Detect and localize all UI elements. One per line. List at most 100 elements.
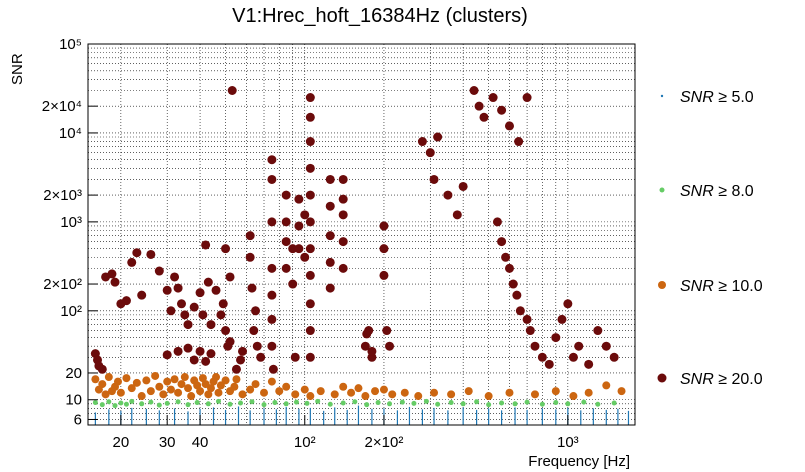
data-point — [214, 388, 223, 397]
data-point — [512, 401, 518, 407]
data-point — [347, 388, 356, 397]
y-tick-label: 10⁵ — [59, 36, 82, 53]
y-tick-label: 20 — [65, 365, 82, 382]
data-point — [92, 400, 98, 406]
data-point — [524, 399, 530, 405]
data-point — [175, 399, 181, 405]
data-point — [198, 374, 207, 383]
data-point — [99, 402, 105, 408]
data-point — [173, 346, 183, 356]
data-point — [306, 392, 315, 401]
data-point — [458, 181, 468, 191]
data-point — [203, 277, 213, 287]
x-tick-label: 20 — [113, 434, 130, 451]
data-point — [539, 401, 545, 407]
data-point — [611, 400, 617, 406]
data-point — [435, 401, 441, 407]
data-point — [360, 341, 370, 351]
data-point — [382, 326, 392, 336]
y-tick-label: 10 — [65, 392, 82, 409]
legend-marker — [659, 187, 665, 193]
data-point — [601, 341, 611, 351]
data-point — [300, 210, 310, 220]
data-point — [196, 387, 205, 396]
data-point — [522, 93, 532, 103]
data-point — [387, 401, 393, 407]
data-point — [201, 356, 211, 366]
data-point — [551, 387, 560, 396]
data-point — [375, 400, 381, 406]
legend-label-threshold: ≥ 20.0 — [714, 371, 763, 388]
legend-label: SNR ≥ 8.0 — [680, 183, 754, 200]
data-point — [204, 390, 213, 399]
data-point — [185, 402, 191, 408]
data-point — [163, 377, 172, 386]
y-tick-label: 2×10³ — [43, 187, 82, 204]
data-point — [411, 400, 417, 406]
data-point — [180, 310, 190, 320]
data-point — [91, 375, 100, 384]
data-point — [300, 252, 310, 262]
data-point — [294, 244, 304, 254]
data-point — [212, 373, 221, 382]
data-point — [184, 384, 193, 393]
data-point — [305, 244, 315, 254]
data-point — [595, 401, 601, 407]
data-point — [530, 390, 539, 399]
data-point — [194, 400, 200, 406]
data-point — [448, 400, 454, 406]
data-point — [584, 359, 594, 369]
legend-marker — [658, 281, 666, 289]
data-point — [364, 402, 370, 408]
data-point — [146, 249, 156, 259]
data-point — [238, 400, 244, 406]
data-point — [294, 221, 304, 231]
data-point — [218, 299, 228, 309]
data-point — [338, 263, 348, 273]
data-point — [142, 376, 151, 385]
data-point — [283, 401, 289, 407]
data-point — [267, 174, 277, 184]
data-point — [189, 302, 199, 312]
data-point — [170, 272, 180, 282]
data-point — [183, 320, 193, 330]
data-point — [430, 388, 439, 397]
data-point — [551, 333, 561, 343]
data-point — [251, 306, 261, 316]
data-point — [569, 392, 578, 401]
data-point — [340, 400, 346, 406]
data-point — [174, 388, 183, 397]
data-point — [238, 390, 247, 399]
data-point — [508, 279, 518, 289]
data-point — [388, 390, 397, 399]
data-point — [316, 387, 325, 396]
data-point — [423, 398, 429, 404]
data-point — [325, 231, 335, 241]
chart-title: V1:Hrec_hoft_16384Hz (clusters) — [232, 5, 528, 27]
data-point — [474, 399, 480, 405]
data-point — [164, 400, 170, 406]
data-point — [173, 283, 183, 293]
data-point — [460, 401, 466, 407]
data-point — [116, 388, 125, 397]
data-point — [602, 381, 611, 390]
legend-label-threshold: ≥ 10.0 — [714, 278, 763, 295]
data-point — [290, 352, 300, 362]
x-tick-label: 10² — [294, 434, 316, 451]
data-point — [339, 382, 348, 391]
data-point — [288, 244, 298, 254]
data-point — [106, 399, 112, 405]
data-point — [148, 399, 154, 405]
data-point — [325, 283, 335, 293]
data-point — [609, 352, 619, 362]
data-point — [514, 137, 524, 147]
data-point — [505, 388, 514, 397]
data-point — [132, 248, 142, 258]
data-point — [122, 374, 131, 383]
data-point — [565, 401, 571, 407]
data-point — [501, 252, 511, 262]
data-point — [305, 163, 315, 173]
data-point — [127, 384, 136, 393]
y-tick-label: 10³ — [60, 214, 82, 231]
